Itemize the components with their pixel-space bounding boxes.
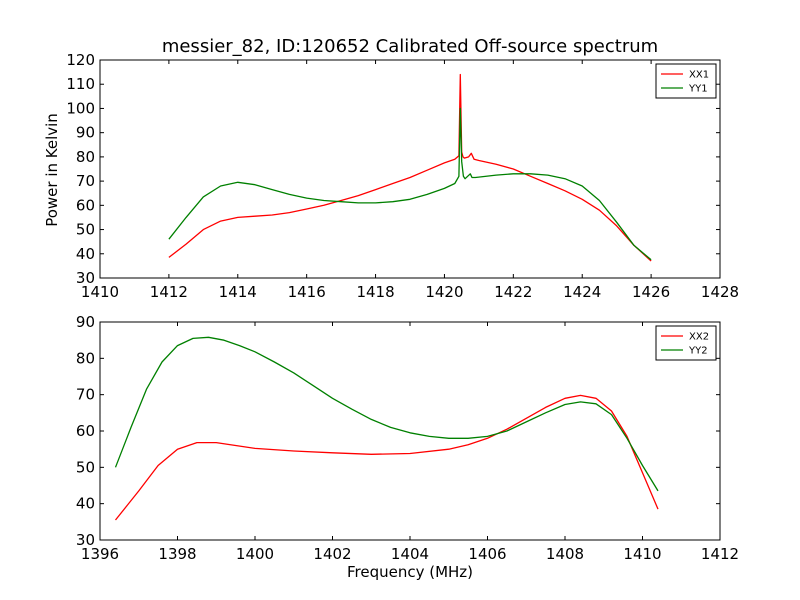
series-line-xx2 [114,394,659,521]
bottom-y-tick-label: 70 [76,386,95,404]
bottom-x-tick-label: 1400 [236,545,274,563]
top-y-tick-label: 30 [76,269,95,287]
bottom-y-tick-label: 40 [76,495,95,513]
top-x-tick-label: 1412 [150,283,188,301]
top-x-tick-label: 1410 [81,283,119,301]
series-line-yy1 [168,107,652,261]
top-x-tick-label: 1420 [425,283,463,301]
top-y-tick-label: 70 [76,172,95,190]
bottom-x-tick-label: 1408 [546,545,584,563]
top-x-tick-label: 1428 [701,283,739,301]
bottom-y-tick-label: 30 [76,531,95,549]
x-axis-label: Frequency (MHz) [347,563,473,581]
bottom-x-tick-label: 1412 [701,545,739,563]
top-x-tick-label: 1418 [356,283,394,301]
figure-title: messier_82, ID:120652 Calibrated Off-sou… [162,36,658,57]
bottom-y-tick-label: 90 [76,313,95,331]
top-legend-box [655,63,717,99]
top-panel: 1410 1412 1414 1416 1418 1420 1422 1424 1426 1428… [66,51,739,301]
bottom-y-tick-label: 80 [76,349,95,367]
bottom-panel: 1396 1398 1400 1402 1404 1406 1408 1410 1412 30 40… [76,313,739,563]
bottom-x-tick-label: 1404 [391,545,429,563]
top-x-tick-label: 1424 [563,283,601,301]
top-x-tick-label: 1426 [632,283,670,301]
bottom-x-tick-label: 1398 [158,545,196,563]
top-y-tick-label: 50 [76,221,95,239]
top-x-tick-label: 1416 [288,283,326,301]
legend-label-xx1: XX1 [689,70,709,81]
bottom-legend-box [655,325,717,361]
top-y-tick-label: 100 [66,99,95,117]
bottom-x-tick-label: 1410 [623,545,661,563]
top-axes-frame [99,59,721,279]
series-line-yy2 [114,336,659,492]
legend-label-xx2: XX2 [689,332,709,343]
legend-label-yy2: YY2 [688,346,708,357]
bottom-x-tick-label: 1402 [313,545,351,563]
top-y-tick-label: 90 [76,124,95,142]
top-y-tick-label: 60 [76,196,95,214]
top-y-tick-label: 40 [76,245,95,263]
bottom-y-tick-label: 60 [76,422,95,440]
bottom-x-tick-label: 1406 [468,545,506,563]
top-y-tick-label: 110 [66,75,95,93]
bottom-x-tick-label: 1396 [81,545,119,563]
top-y-tick-label: 120 [66,51,95,69]
top-x-tick-label: 1422 [494,283,532,301]
top-x-tick-label: 1414 [219,283,257,301]
legend-label-yy1: YY1 [688,84,708,95]
y-axis-label-top: Power in Kelvin [43,113,61,227]
bottom-y-tick-label: 50 [76,458,95,476]
top-y-tick-label: 80 [76,148,95,166]
